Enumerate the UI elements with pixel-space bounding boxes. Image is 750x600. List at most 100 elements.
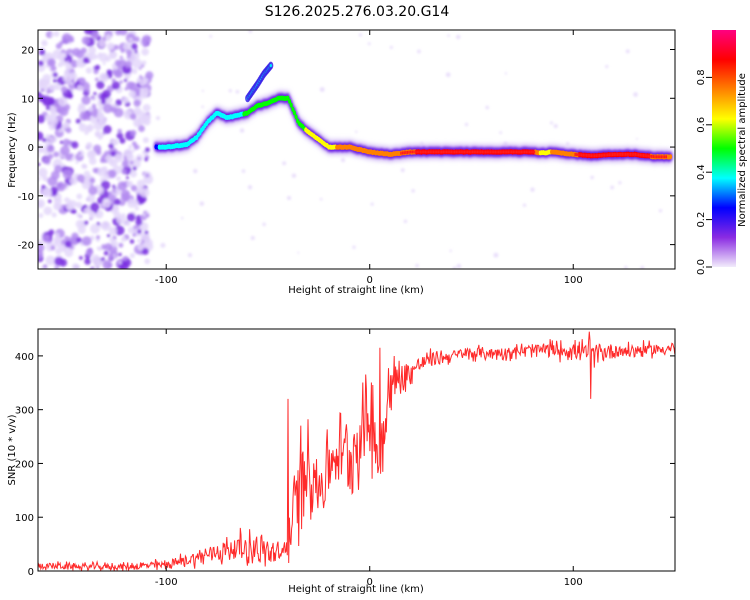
noise-blob bbox=[53, 202, 61, 211]
spectrogram-frame bbox=[37, 29, 676, 270]
noise-blob bbox=[47, 199, 52, 204]
noise-blob bbox=[411, 189, 415, 193]
noise-blob bbox=[76, 212, 82, 218]
ridge-peak-segment bbox=[436, 150, 438, 154]
noise-blob bbox=[111, 78, 116, 83]
noise-blob bbox=[354, 130, 358, 134]
noise-blob bbox=[53, 83, 61, 91]
noise-blob bbox=[123, 78, 128, 83]
noise-blob bbox=[90, 223, 100, 234]
noise-blob bbox=[75, 118, 81, 124]
noise-blob bbox=[118, 242, 124, 248]
noise-blob bbox=[75, 160, 79, 164]
ridge-peak-segment bbox=[659, 155, 661, 159]
noise-blob bbox=[47, 58, 56, 67]
noise-blob bbox=[83, 165, 87, 169]
noise-blob bbox=[99, 107, 103, 111]
noise-blob bbox=[81, 95, 91, 105]
upper-branch-core bbox=[269, 64, 273, 68]
noise-blob bbox=[100, 99, 106, 105]
ridge-peak-segment bbox=[585, 153, 588, 157]
ridge-peak-segment bbox=[493, 150, 495, 154]
noise-blob bbox=[143, 210, 147, 214]
noise-blob bbox=[135, 218, 143, 226]
noise-blob bbox=[129, 239, 135, 244]
noise-blob bbox=[48, 83, 56, 91]
y-tick-label: -10 bbox=[18, 192, 34, 203]
ridge-peak-segment bbox=[515, 150, 518, 154]
noise-blob bbox=[92, 167, 98, 173]
noise-blob bbox=[134, 50, 138, 54]
noise-blob bbox=[130, 129, 137, 136]
noise-blob bbox=[83, 208, 90, 214]
ridge-peak-segment bbox=[579, 153, 581, 157]
ridge-peak-segment bbox=[657, 155, 659, 159]
ridge-peak-segment bbox=[421, 150, 423, 154]
ridge-peak-segment bbox=[603, 153, 606, 157]
noise-blob bbox=[370, 202, 374, 206]
noise-blob bbox=[53, 30, 60, 37]
noise-blob bbox=[128, 37, 133, 42]
noise-blob bbox=[140, 231, 150, 241]
noise-blob bbox=[104, 55, 111, 62]
noise-blob bbox=[89, 177, 96, 184]
noise-blob bbox=[69, 81, 73, 85]
noise-blob bbox=[102, 103, 113, 114]
noise-blob bbox=[65, 63, 73, 71]
ridge-peak-segment bbox=[597, 154, 599, 158]
noise-blob bbox=[499, 131, 503, 135]
noise-blob bbox=[52, 72, 58, 78]
ridge-peak-segment bbox=[610, 153, 612, 157]
noise-blob bbox=[48, 115, 56, 123]
noise-blob bbox=[131, 141, 137, 147]
ridge-peak-segment bbox=[458, 150, 461, 154]
noise-blob bbox=[81, 36, 90, 45]
ridge-peak-segment bbox=[587, 153, 589, 157]
noise-blob bbox=[119, 80, 123, 84]
noise-blob bbox=[90, 266, 95, 269]
noise-blob bbox=[201, 89, 204, 92]
noise-blob bbox=[635, 137, 638, 140]
ridge-peak-segment bbox=[408, 150, 410, 154]
ridge-peak-segment bbox=[576, 153, 578, 157]
noise-blob bbox=[78, 256, 83, 260]
noise-blob bbox=[95, 212, 99, 217]
ridge-core-segment bbox=[294, 114, 298, 120]
noise-blob bbox=[71, 263, 80, 269]
ridge-peak-segment bbox=[527, 150, 529, 154]
noise-blob bbox=[105, 96, 113, 104]
noise-blob bbox=[38, 213, 44, 218]
ridge-peak-segment bbox=[471, 150, 474, 154]
noise-blob bbox=[144, 157, 149, 162]
ridge-peak-segment bbox=[502, 150, 505, 154]
ridge-peak-segment bbox=[582, 153, 585, 157]
ridge-peak-segment bbox=[655, 155, 658, 159]
noise-blob bbox=[96, 235, 101, 240]
noise-blob bbox=[43, 206, 53, 216]
noise-blob bbox=[108, 255, 112, 260]
noise-blob bbox=[88, 157, 97, 165]
ridge-peak-segment bbox=[523, 150, 526, 154]
ridge-peak-segment bbox=[403, 151, 405, 155]
noise-blob bbox=[45, 134, 51, 139]
noise-blob bbox=[52, 78, 57, 83]
noise-blob bbox=[76, 174, 85, 183]
noise-blob bbox=[248, 30, 253, 33]
snr-y-label: SNR (10 * v/v) bbox=[7, 414, 18, 485]
noise-blob bbox=[493, 252, 499, 258]
noise-blob bbox=[104, 243, 113, 251]
y-tick-label: 0 bbox=[28, 567, 34, 578]
ridge-peak-segment bbox=[426, 150, 428, 154]
snr-series-line bbox=[38, 331, 675, 571]
ridge-peak-segment bbox=[452, 150, 454, 154]
noise-blob bbox=[59, 140, 64, 144]
ridge-peak-segment bbox=[652, 155, 655, 159]
ridge-peak-segment bbox=[480, 150, 482, 154]
ridge-peak-segment bbox=[491, 150, 493, 154]
noise-blob bbox=[108, 169, 117, 179]
noise-blob bbox=[41, 184, 46, 190]
noise-blob bbox=[130, 158, 141, 169]
ridge-peak-segment bbox=[602, 153, 604, 157]
noise-blob bbox=[114, 225, 125, 236]
